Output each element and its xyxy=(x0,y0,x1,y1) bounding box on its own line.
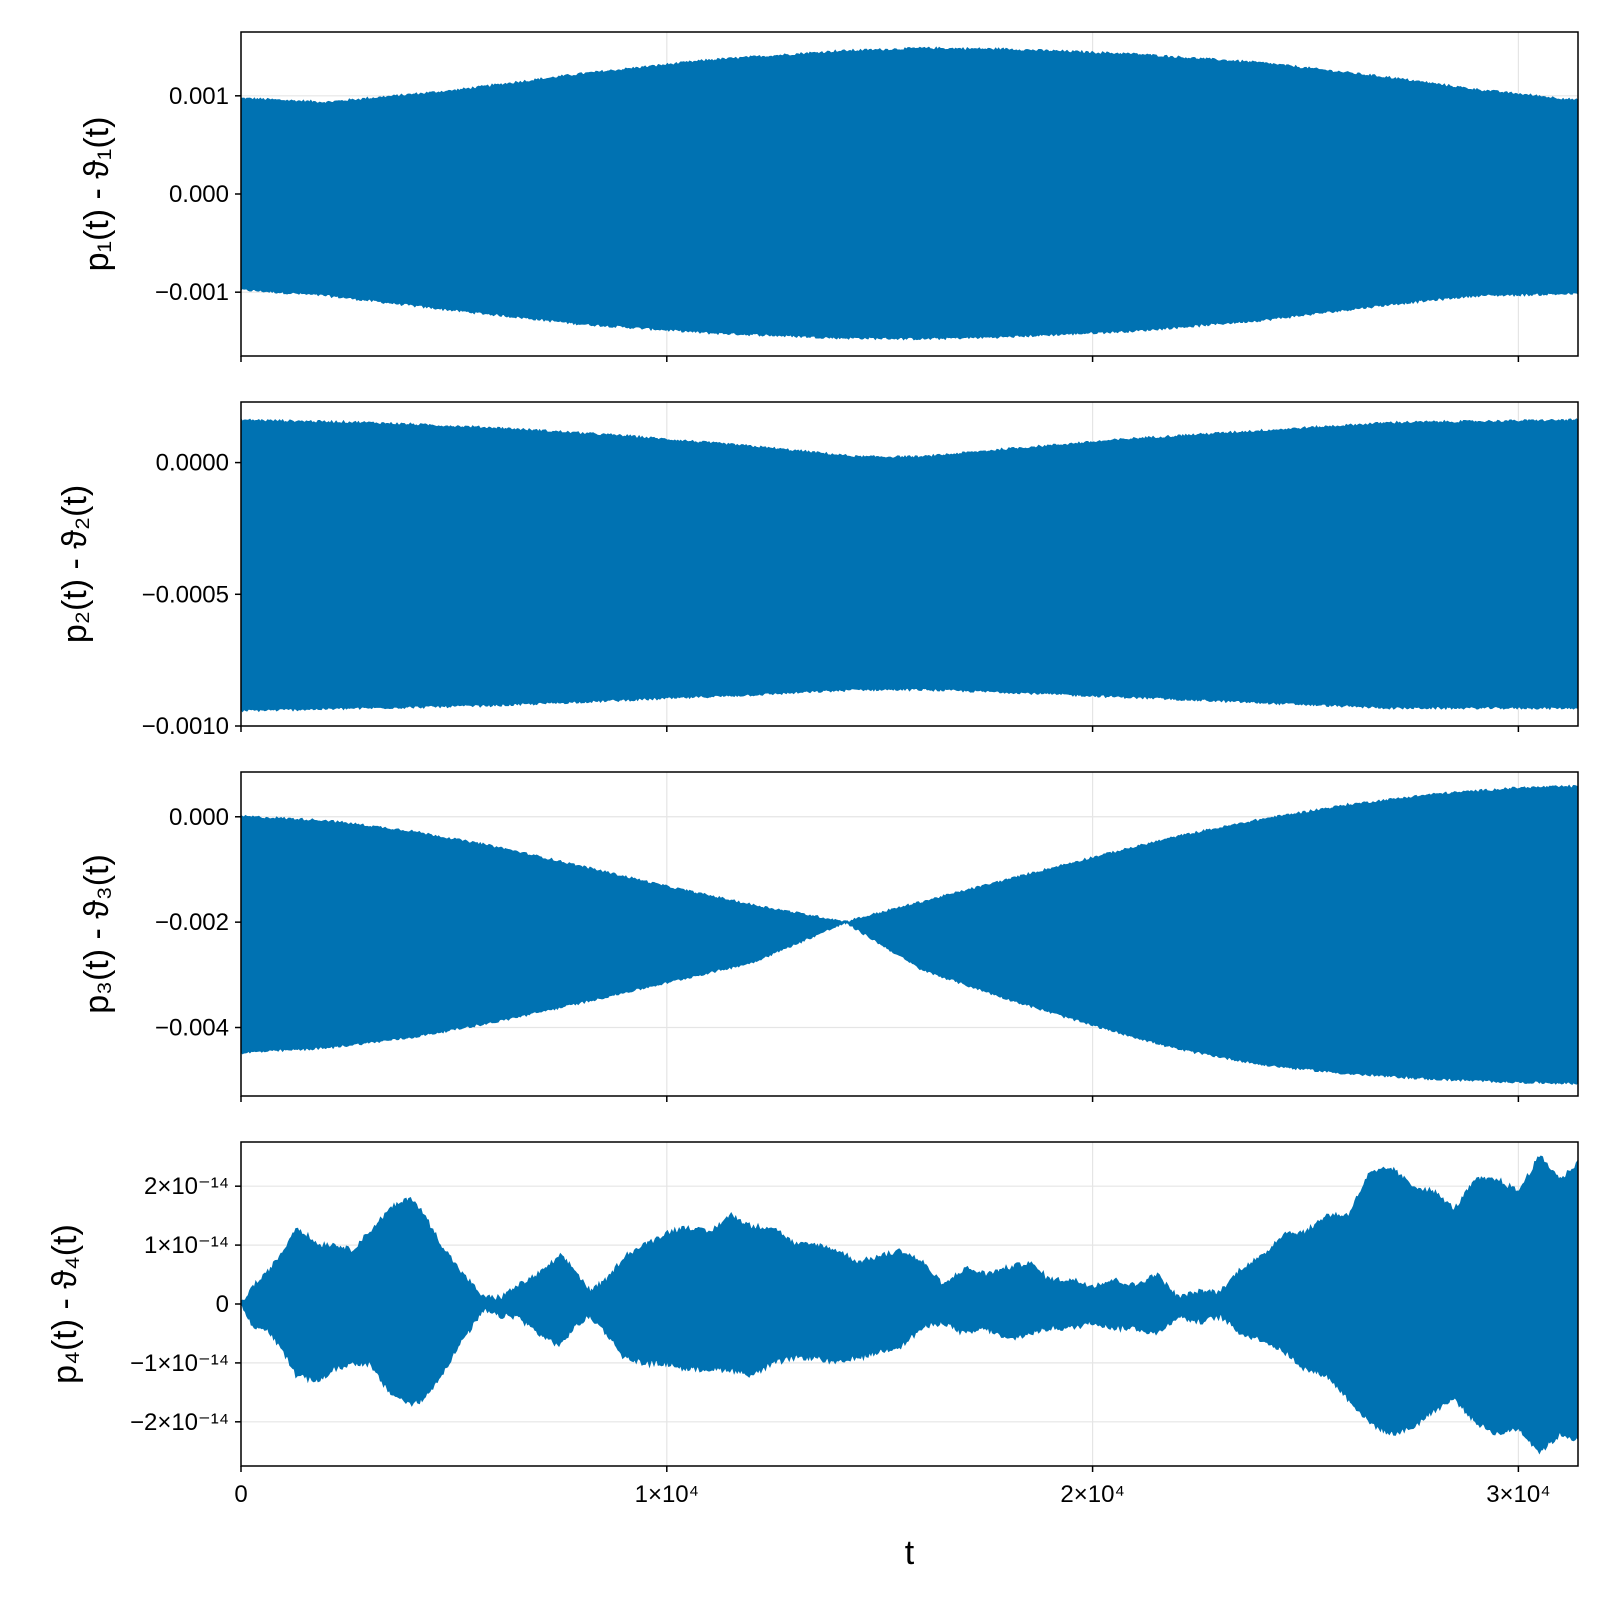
x-tick-label: 3×10⁴ xyxy=(1486,1481,1550,1508)
y-tick-label: 0.0000 xyxy=(156,450,229,477)
panel-2: 0.0000 −0.0005 −0.0010 p₂(t) - ϑ₂(t) xyxy=(56,401,1579,740)
y-axis-label: p₁(t) - ϑ₁(t) xyxy=(78,117,116,272)
x-tick-label: 2×10⁴ xyxy=(1060,1481,1124,1508)
y-tick-label: 0.001 xyxy=(169,83,229,110)
series-band xyxy=(241,784,1578,1085)
y-tick-label: −0.0005 xyxy=(142,581,229,608)
x-tick-label: 0 xyxy=(234,1481,247,1508)
plot-frame xyxy=(240,771,1579,1097)
y-tick-label: −0.001 xyxy=(155,279,229,306)
series-band xyxy=(241,417,1578,713)
series-band xyxy=(241,1155,1578,1455)
x-axis-label: t xyxy=(905,1534,915,1572)
y-tick-label: −0.004 xyxy=(155,1015,229,1042)
y-tick-label: −0.002 xyxy=(155,909,229,936)
y-tick-label: 1×10⁻¹⁴ xyxy=(144,1232,229,1259)
y-tick-label: 0 xyxy=(216,1291,229,1318)
y-tick-label: 2×10⁻¹⁴ xyxy=(144,1173,229,1200)
y-tick-label: 0.000 xyxy=(169,181,229,208)
panel-4: 2×10⁻¹⁴ 1×10⁻¹⁴ 0 −1×10⁻¹⁴ −2×10⁻¹⁴ 0 1×10⁴ 2×1… xyxy=(46,1141,1579,1572)
y-tick-label: −0.0010 xyxy=(142,713,229,740)
panel-3: 0.000 −0.002 −0.004 p₃(t) - ϑ₃(t) xyxy=(78,771,1579,1102)
plot-frame xyxy=(240,401,1579,727)
panel-1: 0.001 0.000 −0.001 p₁(t) - ϑ₁(t) xyxy=(78,31,1579,362)
y-axis-label: p₄(t) - ϑ₄(t) xyxy=(46,1224,84,1384)
y-tick-label: −1×10⁻¹⁴ xyxy=(130,1350,229,1377)
y-tick-label: −2×10⁻¹⁴ xyxy=(130,1409,229,1436)
y-axis-label: p₃(t) - ϑ₃(t) xyxy=(78,854,116,1014)
x-tick-label: 1×10⁴ xyxy=(635,1481,699,1508)
series-band xyxy=(241,46,1578,341)
y-tick-label: 0.000 xyxy=(169,804,229,831)
y-axis-label: p₂(t) - ϑ₂(t) xyxy=(56,485,94,643)
